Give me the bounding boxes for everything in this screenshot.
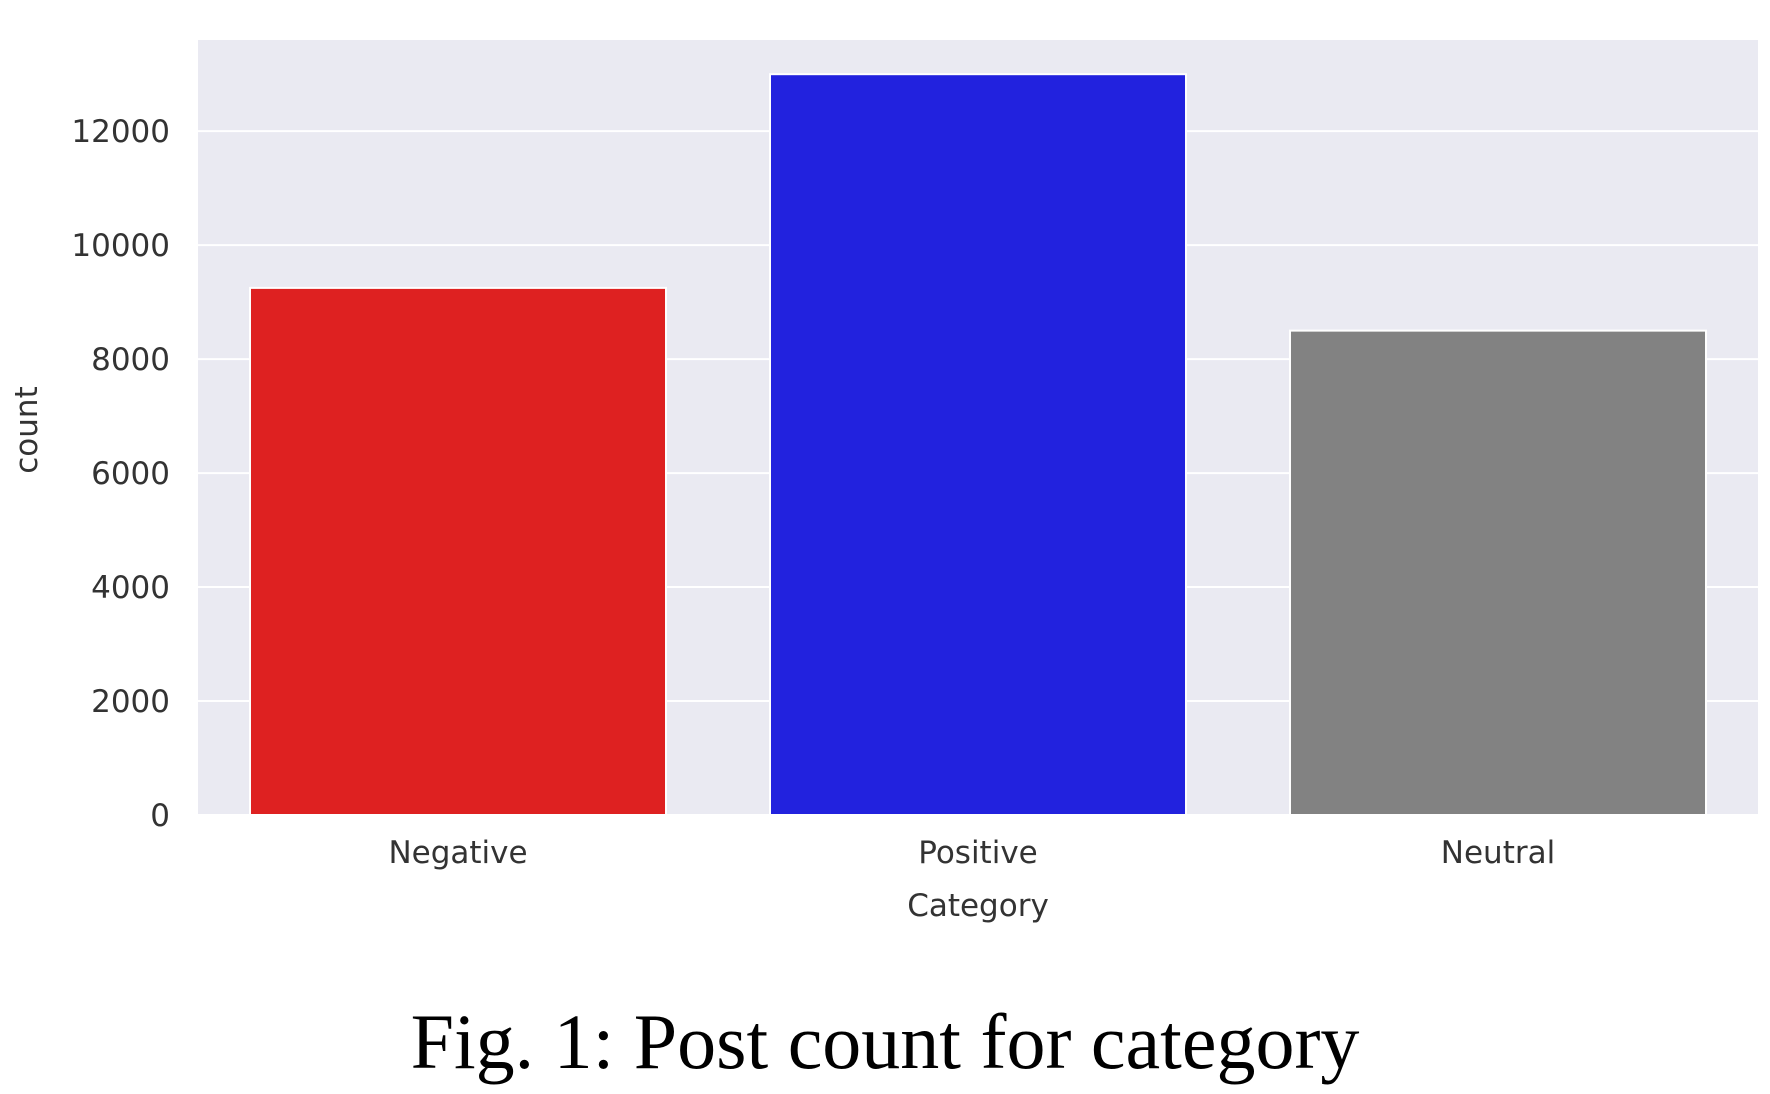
y-tick-label: 2000 <box>91 684 170 720</box>
figure-caption: Fig. 1: Post count for category <box>411 998 1360 1085</box>
bar-negative <box>249 286 667 816</box>
y-tick-label: 12000 <box>71 114 170 150</box>
y-tick-label: 0 <box>150 798 170 834</box>
x-tick-label: Neutral <box>1441 835 1555 871</box>
y-tick-label: 6000 <box>91 456 170 492</box>
y-axis-title: count <box>9 386 45 473</box>
y-tick-label: 10000 <box>71 228 170 264</box>
bars <box>249 73 1707 817</box>
x-axis-title: Category <box>907 888 1049 924</box>
x-tick-label: Positive <box>918 835 1038 871</box>
y-tick-labels: 0 2000 4000 6000 8000 10000 12000 <box>71 114 170 834</box>
y-tick-label: 8000 <box>91 342 170 378</box>
y-tick-label: 4000 <box>91 570 170 606</box>
x-tick-labels: Negative Positive Neutral <box>388 835 1555 871</box>
bar-positive <box>769 73 1187 817</box>
bar-neutral <box>1289 329 1707 816</box>
x-tick-label: Negative <box>388 835 527 871</box>
